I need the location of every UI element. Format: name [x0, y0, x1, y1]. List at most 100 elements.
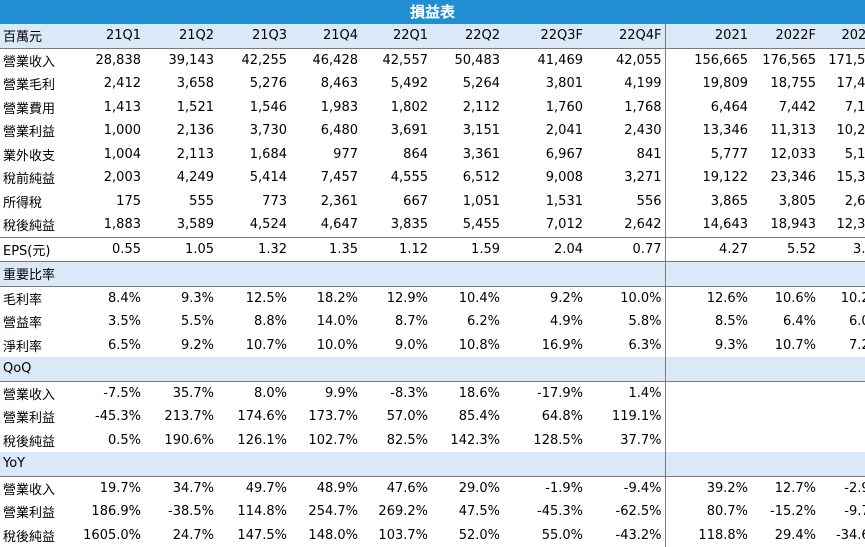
cell-value: 37.7% [586, 429, 665, 453]
cell-value: 6.2% [431, 310, 503, 334]
section-filler [665, 452, 865, 476]
header-period: 22Q3F [503, 24, 586, 48]
cell-value: 0.55 [66, 237, 144, 262]
row-label: 營業利益 [0, 405, 66, 429]
cell-value: 1,000 [66, 119, 144, 143]
row-label: 稅後純益 [0, 213, 66, 237]
cell-value: 10.8% [431, 334, 503, 358]
cell-value: 82.5% [361, 429, 431, 453]
cell-value: 8.5% [665, 310, 751, 334]
cell-value: 3,805 [751, 190, 819, 214]
cell-value: 12.7% [751, 476, 819, 500]
cell-value: 5,264 [431, 72, 503, 96]
header-period: 21Q1 [66, 24, 144, 48]
cell-value: 269.2% [361, 500, 431, 524]
cell-value: 80.7% [665, 500, 751, 524]
cell-value: 7,199 [819, 96, 865, 120]
cell-value: 6,464 [665, 96, 751, 120]
cell-value: 148.0% [290, 524, 361, 547]
cell-value: -1.9% [503, 476, 586, 500]
cell-value: 48.9% [290, 476, 361, 500]
cell-value: 28,838 [66, 48, 144, 72]
cell-value: 8.0% [217, 381, 290, 405]
cell-value: 1,802 [361, 96, 431, 120]
cell-value: -34.6% [819, 524, 865, 547]
cell-value: 18.6% [431, 381, 503, 405]
cell-value: 7.2% [819, 334, 865, 358]
cell-value: 3,801 [503, 72, 586, 96]
cell-value: 118.8% [665, 524, 751, 547]
cell-value [751, 381, 819, 405]
cell-value: 1,546 [217, 96, 290, 120]
cell-value: 1,883 [66, 213, 144, 237]
cell-value: 977 [290, 143, 361, 167]
cell-value: 1605.0% [66, 524, 144, 547]
cell-value: 2,041 [503, 119, 586, 143]
cell-value: 14,643 [665, 213, 751, 237]
cell-value: 9.3% [144, 286, 217, 310]
cell-value: 176,565 [751, 48, 819, 72]
cell-value: -8.3% [361, 381, 431, 405]
cell-value: 1,004 [66, 143, 144, 167]
cell-value: 39,143 [144, 48, 217, 72]
cell-value: 3,835 [361, 213, 431, 237]
header-period: 2021 [665, 24, 751, 48]
cell-value: 4,647 [290, 213, 361, 237]
cell-value: 18.2% [290, 286, 361, 310]
cell-value: 156,665 [665, 48, 751, 72]
cell-value: 14.0% [290, 310, 361, 334]
cell-value: 1.4% [586, 381, 665, 405]
cell-value: 42,557 [361, 48, 431, 72]
cell-value: 16.9% [503, 334, 586, 358]
cell-value: 10.2% [819, 286, 865, 310]
cell-value: 18,943 [751, 213, 819, 237]
header-period: 22Q2 [431, 24, 503, 48]
cell-value: 841 [586, 143, 665, 167]
table-row: 營業收入-7.5%35.7%8.0%9.9%-8.3%18.6%-17.9%1.… [0, 381, 865, 405]
cell-value: 47.5% [431, 500, 503, 524]
cell-value: 10.4% [431, 286, 503, 310]
section-header-row: YoY [0, 452, 865, 476]
cell-value: -38.5% [144, 500, 217, 524]
row-label: 營業收入 [0, 48, 66, 72]
cell-value: 5,414 [217, 166, 290, 190]
cell-value: 42,255 [217, 48, 290, 72]
cell-value: -9.7% [819, 500, 865, 524]
cell-value: 5,276 [217, 72, 290, 96]
cell-value: 3,658 [144, 72, 217, 96]
cell-value: 1.59 [431, 237, 503, 262]
cell-value: 1,983 [290, 96, 361, 120]
cell-value: 12,386 [819, 213, 865, 237]
cell-value: 12.6% [665, 286, 751, 310]
cell-value: 8.4% [66, 286, 144, 310]
cell-value: 4.9% [503, 310, 586, 334]
cell-value: 128.5% [503, 429, 586, 453]
cell-value: 3,271 [586, 166, 665, 190]
cell-value: 3.61 [819, 237, 865, 262]
cell-value: 2,642 [586, 213, 665, 237]
cell-value [665, 381, 751, 405]
cell-value: 114.8% [217, 500, 290, 524]
cell-value: 1,768 [586, 96, 665, 120]
cell-value: 3,865 [665, 190, 751, 214]
cell-value: 10.0% [586, 286, 665, 310]
cell-value: 2,113 [144, 143, 217, 167]
cell-value: 6,967 [503, 143, 586, 167]
cell-value: 1,760 [503, 96, 586, 120]
cell-value: 4,249 [144, 166, 217, 190]
section-filler [665, 357, 865, 381]
cell-value: 64.8% [503, 405, 586, 429]
cell-value: 5,777 [665, 143, 751, 167]
cell-value: 23,346 [751, 166, 819, 190]
cell-value: 29.0% [431, 476, 503, 500]
cell-value: 7,012 [503, 213, 586, 237]
cell-value: 2,112 [431, 96, 503, 120]
